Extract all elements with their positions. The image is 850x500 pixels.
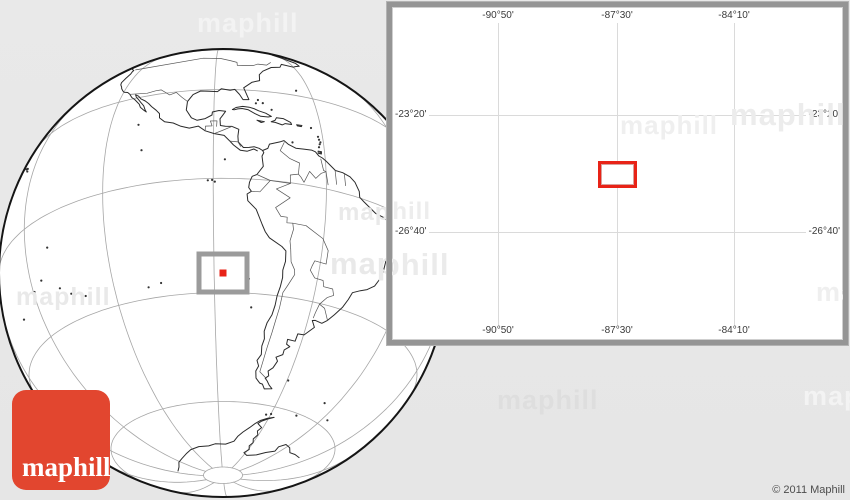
lon-label-top: -87°30' (601, 10, 633, 21)
detail-map: maphill maphill maphill maphill maphill … (392, 7, 843, 340)
maphill-logo[interactable]: maphill (12, 390, 111, 490)
lat-label-right: -23°20' (808, 109, 840, 120)
location-highlight-box (598, 161, 637, 188)
maphill-watermark: maphill (816, 277, 843, 307)
lat-label-left: -23°20' (395, 109, 427, 120)
gridline-horizontal (429, 115, 806, 116)
gridline-vertical (734, 23, 735, 325)
lon-label-top: -90°50' (482, 10, 514, 21)
lon-label-bottom: -84°10' (718, 325, 750, 336)
locator-globe (0, 48, 448, 498)
gridline-vertical (498, 23, 499, 325)
copyright-text: © 2011 Maphill (772, 484, 845, 496)
gridline-horizontal (429, 232, 806, 233)
lat-label-right: -26°40' (808, 226, 840, 237)
maphill-watermark: maphill (497, 385, 599, 415)
maphill-logo-text: maphill (22, 452, 111, 482)
location-marker (219, 269, 227, 277)
lon-label-bottom: -90°50' (482, 325, 514, 336)
maphill-watermark: maphill (392, 198, 432, 225)
detail-map-panel: maphill maphill maphill maphill maphill … (387, 2, 848, 345)
locator-box (196, 251, 250, 295)
maphill-watermark: maphill (392, 247, 450, 282)
lat-label-left: -26°40' (395, 226, 427, 237)
maphill-watermark: maphill (803, 381, 850, 411)
lon-label-top: -84°10' (718, 10, 750, 21)
lon-label-bottom: -87°30' (601, 325, 633, 336)
